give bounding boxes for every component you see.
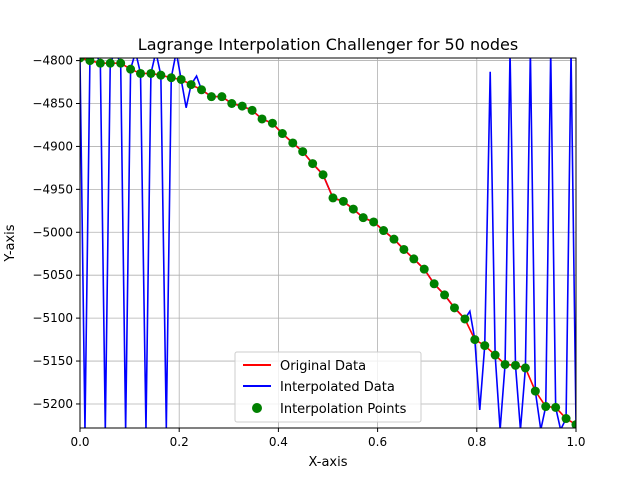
interpolation-point: [257, 114, 267, 124]
interpolation-point: [308, 159, 318, 169]
y-tick-label: −5100: [32, 311, 73, 325]
interpolation-point: [116, 58, 126, 68]
interpolation-point: [105, 58, 115, 68]
interpolation-point: [186, 80, 196, 90]
interpolation-point: [561, 414, 571, 424]
interpolation-point: [460, 314, 470, 324]
legend-box: [234, 351, 422, 423]
interpolation-point: [237, 101, 247, 111]
interpolation-point: [126, 64, 136, 74]
interpolation-point: [176, 74, 186, 84]
x-tick-label: 0.6: [368, 435, 387, 449]
y-tick-label: −5000: [32, 225, 73, 239]
interpolation-point: [217, 92, 227, 102]
interpolation-point: [80, 58, 85, 63]
interpolation-point: [520, 363, 530, 373]
chart-title: Lagrange Interpolation Challenger for 50…: [138, 35, 518, 54]
interpolation-point: [298, 147, 308, 157]
interpolation-point: [146, 68, 156, 78]
legend-label-points: Interpolation Points: [280, 402, 407, 417]
interpolation-point: [197, 85, 207, 95]
y-tick-label: −5050: [32, 268, 73, 282]
x-tick-label: 0.4: [269, 435, 288, 449]
interpolation-point: [571, 420, 576, 428]
interpolation-point: [490, 350, 500, 360]
interpolation-point: [541, 402, 551, 412]
interpolation-point: [551, 402, 561, 412]
interpolation-point: [288, 138, 298, 148]
interpolation-point: [379, 226, 389, 236]
y-tick-label: −4900: [32, 139, 73, 153]
interpolation-point: [318, 170, 328, 180]
x-tick-label: 0.0: [70, 435, 89, 449]
interpolation-point: [409, 254, 419, 264]
interpolation-point: [358, 213, 368, 223]
interpolation-point: [470, 335, 480, 345]
interpolation-point: [429, 279, 439, 289]
interpolation-point: [247, 105, 257, 115]
interpolation-point: [277, 129, 287, 139]
x-tick-label: 1.0: [566, 435, 585, 449]
interpolation-point: [510, 360, 520, 370]
axis-ticks: 0.0 0.2 0.4 0.6 0.8 1.0 −4800 −4850 −4900 −4950 −5…: [32, 54, 585, 449]
plot-area: [80, 58, 576, 428]
y-tick-label: −4950: [32, 182, 73, 196]
interpolation-point: [530, 386, 540, 396]
legend: Original Data Interpolated Data Interpol…: [234, 351, 422, 423]
y-axis-label: Y-axis: [3, 224, 18, 262]
interpolation-point: [166, 73, 176, 83]
interpolation-point: [389, 234, 399, 244]
x-tick-label: 0.2: [170, 435, 189, 449]
interpolation-point: [136, 68, 146, 78]
interpolation-point: [95, 58, 105, 68]
axes-frame: [79, 57, 577, 429]
interpolation-point: [480, 341, 490, 351]
y-tick-label: −5200: [32, 397, 73, 411]
interpolation-point: [338, 196, 348, 206]
interpolation-point: [440, 290, 450, 300]
x-axis-label: X-axis: [309, 455, 348, 470]
interpolation-point: [267, 118, 277, 128]
interpolation-point: [419, 264, 429, 274]
legend-swatch-points: [252, 403, 262, 413]
y-tick-label: −5150: [32, 354, 73, 368]
interpolation-point: [156, 70, 166, 80]
legend-label-interpolated: Interpolated Data: [280, 380, 395, 395]
y-tick-label: −4800: [32, 54, 73, 68]
legend-label-original: Original Data: [280, 359, 366, 374]
interpolation-point: [399, 244, 409, 254]
interpolation-point: [500, 359, 510, 369]
y-tick-label: −4850: [32, 96, 73, 110]
x-tick-label: 0.8: [467, 435, 486, 449]
interpolation-point: [227, 98, 237, 108]
interpolation-point: [328, 193, 338, 203]
interpolation-point: [348, 204, 358, 214]
interpolation-point: [449, 303, 459, 313]
interpolation-point: [85, 58, 95, 66]
interpolation-point: [206, 92, 216, 102]
interpolation-point: [369, 217, 379, 227]
